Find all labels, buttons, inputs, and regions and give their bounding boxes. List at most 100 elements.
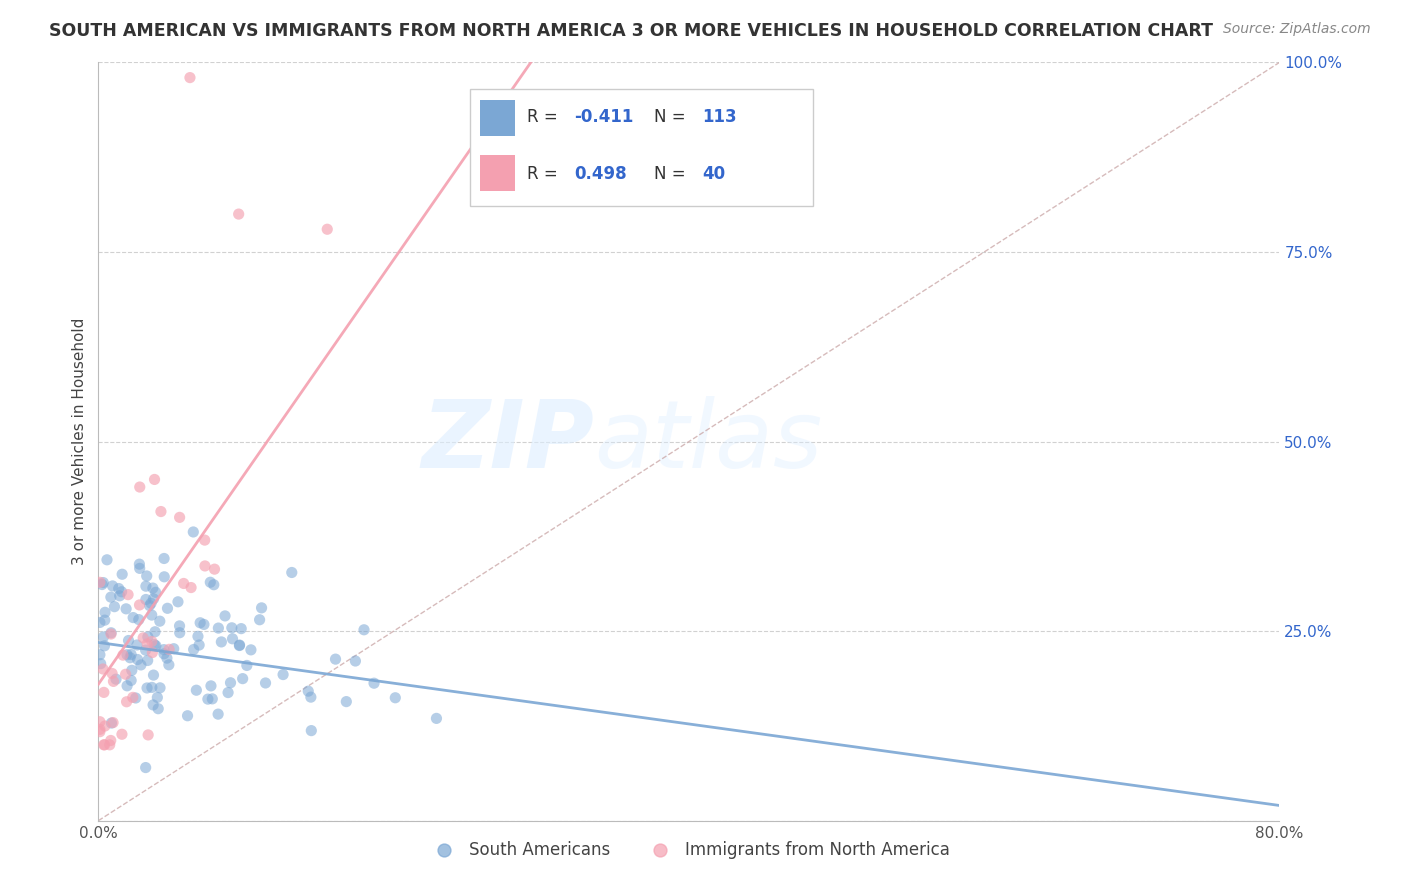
Point bbox=[103, 674, 125, 689]
Point bbox=[173, 576, 195, 591]
Point bbox=[176, 708, 198, 723]
Point bbox=[217, 685, 239, 699]
Point bbox=[141, 608, 163, 623]
Point bbox=[194, 533, 217, 548]
Point bbox=[111, 567, 134, 582]
Point bbox=[111, 727, 134, 741]
Point bbox=[193, 617, 215, 632]
Point bbox=[141, 681, 163, 695]
Point bbox=[100, 716, 122, 731]
Point bbox=[128, 561, 150, 575]
Text: R =: R = bbox=[527, 108, 564, 126]
Point bbox=[136, 681, 159, 695]
Point bbox=[89, 724, 111, 739]
Point bbox=[111, 648, 134, 662]
Point bbox=[94, 605, 117, 619]
Point bbox=[143, 638, 166, 652]
Y-axis label: 3 or more Vehicles in Household: 3 or more Vehicles in Household bbox=[72, 318, 87, 566]
Point bbox=[93, 738, 115, 752]
Point bbox=[181, 524, 204, 539]
Point bbox=[110, 584, 132, 599]
Point bbox=[91, 662, 114, 676]
Point bbox=[204, 562, 226, 576]
Point bbox=[271, 667, 294, 681]
Point bbox=[142, 591, 165, 606]
Text: SOUTH AMERICAN VS IMMIGRANTS FROM NORTH AMERICA 3 OR MORE VEHICLES IN HOUSEHOLD : SOUTH AMERICAN VS IMMIGRANTS FROM NORTH … bbox=[49, 22, 1213, 40]
Text: N =: N = bbox=[654, 165, 690, 183]
Text: atlas: atlas bbox=[595, 396, 823, 487]
FancyBboxPatch shape bbox=[479, 100, 516, 136]
Point bbox=[117, 633, 139, 648]
Point bbox=[214, 608, 236, 623]
Point bbox=[128, 613, 150, 627]
Text: -0.411: -0.411 bbox=[575, 108, 634, 126]
Point bbox=[128, 598, 150, 612]
Point bbox=[138, 599, 160, 613]
Point bbox=[249, 613, 271, 627]
Point bbox=[335, 695, 357, 709]
Point bbox=[167, 595, 190, 609]
Point bbox=[115, 679, 138, 693]
Point bbox=[163, 641, 186, 656]
Point bbox=[100, 733, 122, 747]
Point bbox=[121, 690, 143, 705]
Point bbox=[120, 650, 142, 665]
Point bbox=[125, 638, 148, 652]
FancyBboxPatch shape bbox=[479, 155, 516, 191]
Point bbox=[153, 570, 176, 584]
Point bbox=[136, 637, 159, 651]
Point bbox=[103, 599, 125, 614]
Point bbox=[169, 510, 191, 524]
Point bbox=[142, 581, 165, 595]
Point bbox=[207, 707, 229, 722]
Point bbox=[236, 658, 259, 673]
Point bbox=[221, 632, 243, 646]
Point bbox=[157, 642, 180, 657]
Point bbox=[108, 589, 131, 603]
Point bbox=[135, 760, 157, 774]
Point bbox=[228, 207, 250, 221]
Point bbox=[98, 738, 121, 752]
Point bbox=[135, 579, 157, 593]
Point bbox=[142, 698, 165, 712]
Point bbox=[188, 638, 211, 652]
FancyBboxPatch shape bbox=[471, 89, 813, 207]
Point bbox=[143, 473, 166, 487]
Point bbox=[297, 684, 319, 698]
Text: 0.498: 0.498 bbox=[575, 165, 627, 183]
Text: 40: 40 bbox=[702, 165, 725, 183]
Point bbox=[89, 648, 111, 662]
Point bbox=[146, 690, 169, 705]
Text: N =: N = bbox=[654, 108, 690, 126]
Point bbox=[200, 679, 222, 693]
Point bbox=[122, 610, 145, 624]
Point bbox=[153, 642, 176, 657]
Point bbox=[299, 723, 322, 738]
Point bbox=[156, 601, 179, 615]
Point bbox=[179, 70, 201, 85]
Point bbox=[316, 222, 339, 236]
Point bbox=[202, 578, 225, 592]
Point bbox=[117, 588, 139, 602]
Point bbox=[228, 639, 250, 653]
Point bbox=[136, 728, 159, 742]
Point bbox=[91, 577, 114, 591]
Text: ZIP: ZIP bbox=[422, 395, 595, 488]
Point bbox=[384, 690, 406, 705]
Point bbox=[139, 596, 162, 610]
Point bbox=[125, 690, 148, 705]
Point bbox=[169, 625, 191, 640]
Point bbox=[149, 504, 172, 518]
Point bbox=[135, 592, 157, 607]
Point bbox=[132, 631, 155, 645]
Point bbox=[141, 634, 163, 648]
Point bbox=[299, 690, 322, 705]
Point bbox=[153, 647, 176, 661]
Point bbox=[89, 575, 111, 590]
Point bbox=[231, 622, 253, 636]
Point bbox=[101, 579, 124, 593]
Point bbox=[143, 624, 166, 639]
Point bbox=[128, 557, 150, 571]
Point bbox=[100, 627, 122, 641]
Point bbox=[129, 657, 152, 672]
